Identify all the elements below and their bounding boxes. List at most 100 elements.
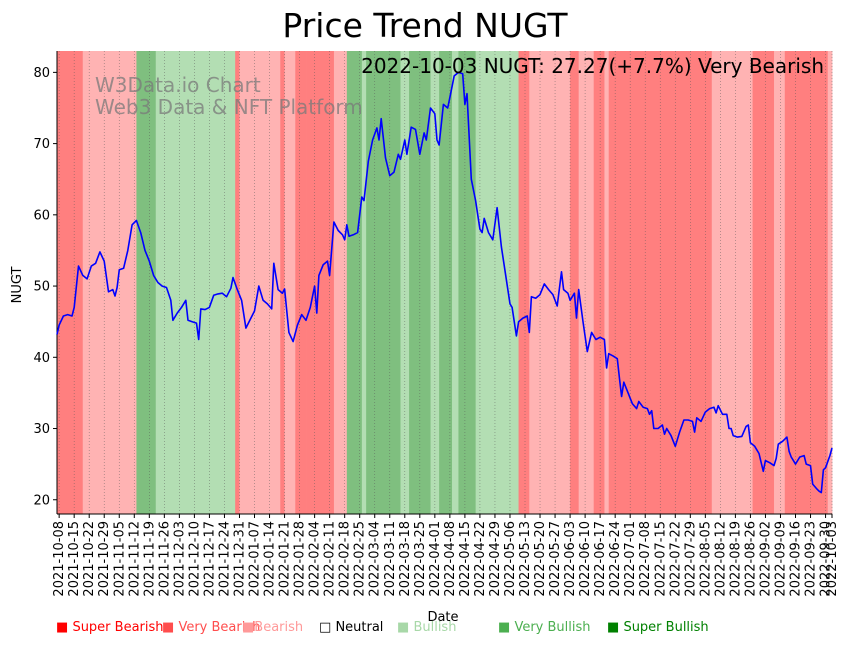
sentiment-band (361, 51, 367, 514)
x-tick-label: 2022-04-01 (428, 521, 443, 597)
legend-label: Super Bullish (623, 620, 709, 635)
x-tick-label: 2022-03-11 (383, 521, 398, 597)
x-tick-label: 2022-06-03 (563, 521, 578, 597)
sentiment-band (439, 51, 453, 514)
vertical-gridlines (58, 51, 833, 514)
sentiment-band (280, 51, 285, 514)
watermark-line-2: Web3 Data & NFT Platform (95, 95, 363, 119)
y-tick-label: 20 (33, 493, 50, 508)
x-tick-label: 2022-05-27 (548, 521, 563, 597)
legend-item: ■ Bullish (397, 620, 457, 635)
x-tick-label: 2022-05-06 (503, 521, 518, 597)
x-axis-ticks: 2021-10-08 2021-10-15 2021-10-22 2021-10-29… (52, 514, 840, 597)
sentiment-band (239, 51, 281, 514)
sentiment-band (711, 51, 753, 514)
sentiment-band (366, 51, 401, 514)
sentiment-band (284, 51, 296, 514)
sentiment-band (593, 51, 605, 514)
y-axis-label: NUGT (10, 267, 25, 304)
y-axis-ticks: 20 30 40 50 60 70 80 (33, 66, 57, 508)
sentiment-band (529, 51, 571, 514)
x-tick-label: 2022-09-30 (819, 521, 834, 597)
x-tick-label: 2022-09-02 (758, 521, 773, 597)
sentiment-band (488, 51, 519, 514)
x-tick-label: 2022-04-15 (458, 521, 473, 597)
sentiment-band (136, 51, 157, 514)
x-tick-label: 2022-08-26 (743, 521, 758, 597)
legend-item: ■ Very Bullish (498, 620, 591, 635)
x-tick-label: 2021-12-31 (232, 521, 247, 597)
legend-label: Very Bearish (178, 620, 261, 635)
sentiment-band (168, 51, 236, 514)
sentiment-band (578, 51, 595, 514)
sentiment-band (774, 51, 786, 514)
sentiment-band (784, 51, 829, 514)
y-tick-label: 30 (33, 422, 50, 437)
y-tick-label: 50 (33, 280, 50, 295)
x-tick-label: 2022-09-23 (804, 521, 819, 597)
y-tick-label: 80 (33, 66, 50, 81)
x-tick-label: 2022-07-29 (683, 521, 698, 597)
x-tick-label: 2022-05-13 (518, 521, 533, 597)
chart-title: Price Trend NUGT (282, 6, 568, 45)
status-annotation: 2022-10-03 NUGT: 27.27(+7.7%) Very Beari… (361, 54, 824, 78)
sentiment-band (333, 51, 348, 514)
x-tick-label: 2022-07-15 (653, 521, 668, 597)
x-tick-label: 2022-07-08 (638, 521, 653, 597)
price-line (56, 71, 833, 494)
sentiment-band (604, 51, 610, 514)
y-tick-label: 70 (33, 137, 50, 152)
x-tick-label: 2022-06-17 (593, 521, 608, 597)
x-tick-label: 2021-11-12 (127, 521, 142, 597)
x-tick-label: 2022-04-22 (473, 521, 488, 597)
x-tick-label: 2021-11-26 (157, 521, 172, 597)
x-tick-label: 2022-10-03 (825, 521, 840, 597)
x-tick-label: 2022-03-18 (398, 521, 413, 597)
sentiment-band (458, 51, 477, 514)
sentiment-band (752, 51, 775, 514)
watermark-line-1: W3Data.io Chart (95, 73, 261, 97)
x-tick-label: 2022-03-25 (413, 521, 428, 597)
x-tick-label: 2022-04-29 (488, 521, 503, 597)
sentiment-band (82, 51, 137, 514)
legend-label: Bearish (254, 620, 304, 635)
sentiment-band (235, 51, 240, 514)
sentiment-band (475, 51, 489, 514)
x-axis-label: Date (427, 610, 458, 625)
legend-item: ■Bearish (242, 620, 304, 635)
legend-item: ■ Very Bearish (162, 620, 261, 635)
x-tick-label: 2021-10-08 (52, 521, 67, 597)
x-tick-label: 2021-11-05 (112, 521, 127, 597)
x-tick-label: 2021-12-03 (172, 521, 187, 597)
legend-label: Very Bullish (514, 620, 591, 635)
sentiment-band (452, 51, 459, 514)
x-tick-label: 2022-08-05 (698, 521, 713, 597)
sentiment-band (827, 51, 833, 514)
x-tick-label: 2021-11-19 (142, 521, 157, 597)
legend-item: ■ Super Bearish (56, 620, 164, 635)
x-tick-label: 2022-05-20 (533, 521, 548, 597)
x-tick-label: 2022-08-19 (728, 521, 743, 597)
x-tick-label: 2022-01-07 (248, 521, 263, 597)
x-tick-label: 2022-01-21 (278, 521, 293, 597)
sentiment-bands (57, 51, 833, 514)
legend-item: ■ Super Bullish (607, 620, 709, 635)
legend-label: Super Bearish (72, 620, 164, 635)
sentiment-band (295, 51, 307, 514)
x-tick-label: 2021-10-22 (82, 521, 97, 597)
x-tick-label: 2022-06-10 (578, 521, 593, 597)
x-tick-label: 2021-12-24 (217, 521, 232, 597)
x-tick-label: 2021-10-15 (67, 521, 82, 597)
sentiment-band (155, 51, 170, 514)
x-tick-label: 2022-02-11 (323, 521, 338, 597)
y-tick-label: 40 (33, 351, 50, 366)
x-tick-label: 2022-07-22 (668, 521, 683, 597)
plot-frame (56, 51, 832, 515)
sentiment-band (570, 51, 580, 514)
x-tick-label: 2021-12-17 (202, 521, 217, 597)
x-tick-label: 2022-04-08 (443, 521, 458, 597)
x-tick-label: 2022-03-04 (368, 521, 383, 597)
x-tick-label: 2021-12-10 (187, 521, 202, 597)
x-tick-label: 2022-01-28 (293, 521, 308, 597)
legend-label: Neutral (335, 620, 384, 635)
